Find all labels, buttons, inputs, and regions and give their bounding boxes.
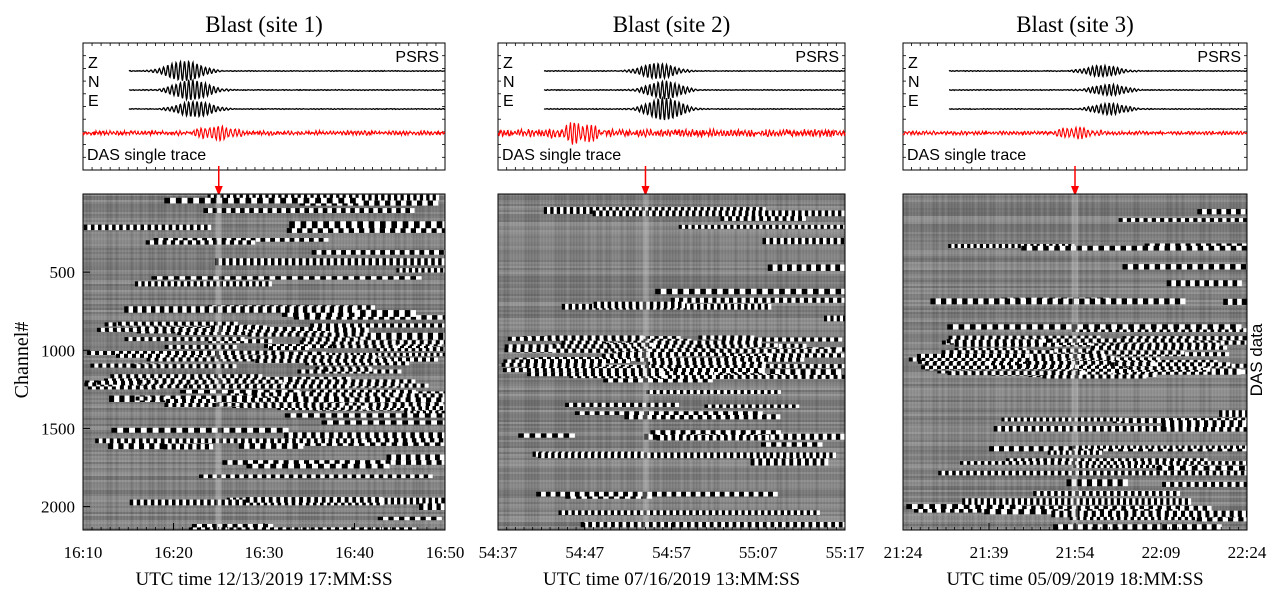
das-single-trace-line <box>82 124 446 143</box>
seismogram-trace-z <box>543 62 846 81</box>
das-image <box>903 194 1247 530</box>
component-label-n: N <box>908 74 920 91</box>
x-tick-label: 16:40 <box>335 543 374 562</box>
event-arrow-head <box>1071 186 1079 196</box>
x-tick-label: 22:09 <box>1142 543 1181 562</box>
event-vertical-signal <box>642 194 649 530</box>
panel-1: Blast (site 1) ZNE PSRS DAS single trace 16:… <box>41 12 464 590</box>
seismogram-trace-e <box>128 99 445 119</box>
seismogram-frame <box>902 42 1248 171</box>
component-label-n: N <box>503 74 515 91</box>
x-axis-label: UTC time 07/16/2019 13:MM:SS <box>543 569 800 590</box>
x-tick-label: 21:24 <box>884 543 923 562</box>
x-axis-label: UTC time 05/09/2019 18:MM:SS <box>946 569 1203 590</box>
x-tick-label: 21:54 <box>1056 543 1095 562</box>
panel-3: Blast (site 3) ZNE PSRS DAS single trace 21:… <box>884 12 1267 590</box>
x-tick-label: 21:39 <box>970 543 1009 562</box>
y-tick-label: 500 <box>50 263 76 282</box>
das-image <box>83 194 445 530</box>
seismogram-frame <box>82 42 446 171</box>
component-label-e: E <box>908 93 919 110</box>
event-vertical-signal <box>215 194 222 530</box>
x-tick-label: 55:17 <box>826 543 865 562</box>
seismogram-trace-e <box>543 95 846 121</box>
x-tick-label: 54:57 <box>652 543 691 562</box>
y-tick-label: 1000 <box>41 341 75 360</box>
y-axis-label: Channel# <box>11 322 33 399</box>
seismogram-box: ZNE PSRS DAS single trace <box>902 42 1248 171</box>
seismogram-trace-n <box>128 77 446 102</box>
component-label-z: Z <box>908 55 918 72</box>
seismogram-trace-z <box>948 63 1248 79</box>
right-side-label: DAS data <box>1247 323 1266 396</box>
component-label-e: E <box>503 93 514 110</box>
station-label: PSRS <box>1197 49 1241 66</box>
das-image <box>498 194 845 530</box>
panel-title: Blast (site 3) <box>1016 12 1134 37</box>
component-label-z: Z <box>88 55 98 72</box>
x-tick-label: 16:10 <box>64 543 103 562</box>
y-tick-label: 1500 <box>41 419 75 438</box>
seismogram-trace-n <box>543 79 846 100</box>
event-vertical-signal <box>1072 194 1078 530</box>
x-tick-label: 55:07 <box>739 543 778 562</box>
x-tick-label: 54:47 <box>565 543 604 562</box>
x-tick-label: 54:37 <box>479 543 518 562</box>
das-wave-bands <box>501 207 845 530</box>
panel-2: Blast (site 2) ZNE PSRS DAS single trace 54:… <box>479 12 865 590</box>
das-single-trace-line <box>902 125 1248 140</box>
panel-title: Blast (site 2) <box>613 12 731 37</box>
seismogram-box: ZNE PSRS DAS single trace <box>497 42 846 171</box>
das-wave-bands <box>906 209 1247 530</box>
das-trace-label: DAS single trace <box>907 147 1026 164</box>
das-wave-bands <box>83 194 445 530</box>
das-trace-label: DAS single trace <box>87 147 206 164</box>
y-tick-label: 2000 <box>41 498 75 517</box>
component-label-e: E <box>88 93 99 110</box>
component-label-z: Z <box>503 55 513 72</box>
station-label: PSRS <box>795 49 839 66</box>
x-tick-label: 22:24 <box>1228 543 1267 562</box>
x-axis-label: UTC time 12/13/2019 17:MM:SS <box>135 569 392 590</box>
station-label: PSRS <box>395 49 439 66</box>
das-trace-label: DAS single trace <box>502 147 621 164</box>
seismogram-trace-n <box>949 82 1248 98</box>
x-tick-label: 16:50 <box>426 543 465 562</box>
event-arrow-head <box>214 186 223 196</box>
event-arrow-head <box>641 186 650 196</box>
component-label-n: N <box>88 74 100 91</box>
panel-title: Blast (site 1) <box>205 12 323 37</box>
seismogram-trace-e <box>948 101 1248 117</box>
das-single-trace-line <box>497 122 846 145</box>
x-tick-label: 16:20 <box>154 543 193 562</box>
x-tick-label: 16:30 <box>245 543 284 562</box>
seismogram-trace-z <box>128 59 446 82</box>
seismogram-box: ZNE PSRS DAS single trace <box>82 42 446 171</box>
